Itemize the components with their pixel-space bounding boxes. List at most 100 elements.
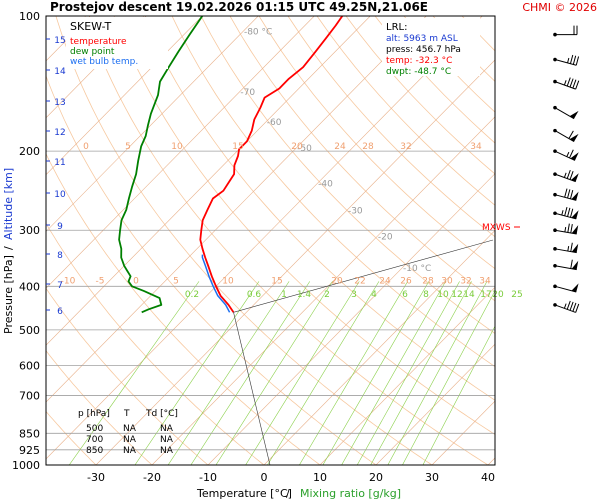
- wind-barb-flag: [570, 259, 573, 269]
- mixing-ratio-label: 0.6: [247, 290, 262, 300]
- dry-adiabat-label: 30: [441, 276, 453, 286]
- temperature-tick-label: 30: [425, 471, 439, 484]
- isotherm-label: -60: [267, 118, 282, 128]
- dry-adiabat-label: 0: [83, 142, 89, 152]
- dry-adiabat-line: [316, 16, 495, 206]
- x-axis-title-mixing: Mixing ratio [g/kg]: [300, 487, 401, 500]
- dry-adiabat-line: [229, 16, 495, 302]
- mxws-label: MXWS: [482, 223, 511, 233]
- pressure-tick-label: 600: [19, 359, 40, 372]
- lrl-altitude: alt: 5963 m ASL: [386, 34, 458, 44]
- isotherm-line: [151, 116, 495, 465]
- wind-barb-flag: [572, 302, 577, 312]
- level-table-row-700-td: NA: [160, 435, 174, 445]
- isotherm-label: -40: [318, 180, 333, 190]
- mixing-ratio-line: [387, 281, 488, 465]
- wind-barb-staff: [554, 285, 577, 293]
- pressure-tick-label: 400: [19, 280, 40, 293]
- altitude-tick-label: 11: [54, 158, 65, 168]
- wind-barb-flag: [569, 208, 574, 218]
- wind-barb: [553, 149, 579, 161]
- wind-barb-staff: [554, 194, 577, 201]
- mixing-ratio-label: 6: [402, 290, 408, 300]
- isotherm-line: [375, 343, 495, 465]
- wind-barb-half-flag: [567, 57, 570, 64]
- wind-barb-flag: [569, 149, 574, 159]
- dry-adiabat-label: 26: [400, 276, 412, 286]
- dry-adiabat-label: 5: [125, 142, 131, 152]
- wind-barb-pennant: [571, 243, 579, 253]
- level-table: p [hPa] T Td [°C] 500 NA NA 700 NA NA 85…: [78, 409, 178, 456]
- mixing-ratio-label: 1: [281, 290, 287, 300]
- mixing-ratio-label: 3: [351, 290, 357, 300]
- mixing-ratio-line: [245, 281, 360, 465]
- wind-barb-pennant: [571, 260, 579, 270]
- dry-adiabat-label: -5: [96, 276, 105, 286]
- lrl-temperature: temp: -32.3 °C: [386, 56, 452, 66]
- mixing-ratio-label: 8: [423, 290, 429, 300]
- temperature-tick-label: -30: [87, 471, 105, 484]
- temperature-tick-label: 40: [481, 471, 495, 484]
- mixing-ratio-label: 20: [492, 290, 504, 300]
- wind-barb-pennant: [571, 225, 579, 235]
- legend-wet-bulb: wet bulb temp.: [70, 57, 138, 67]
- dry-adiabat-label: 34: [470, 142, 482, 152]
- wind-barbs: [553, 25, 580, 313]
- mixing-ratio-label: 14: [463, 290, 475, 300]
- level-table-row-850-p: 850: [86, 446, 103, 456]
- wind-barb-flag: [570, 224, 573, 234]
- wind-barb-station: [553, 172, 557, 176]
- wind-barb-half-flag: [561, 210, 564, 216]
- mixing-ratio-line: [167, 281, 290, 465]
- dry-adiabat-label: 15: [271, 276, 282, 286]
- mixing-ratio-line: [267, 281, 380, 465]
- mixing-ratio-label: 10: [437, 290, 449, 300]
- temperature-tick-label: -20: [143, 471, 161, 484]
- dry-adiabat-label: 22: [354, 276, 365, 286]
- lrl-dewpoint: dwpt: -48.7 °C: [386, 67, 451, 77]
- wind-barb-flag: [569, 78, 574, 88]
- level-table-header-t: T: [123, 409, 130, 419]
- altitude-tick-label: 6: [57, 307, 63, 317]
- wind-barb-flag: [569, 301, 574, 311]
- wind-barb-flag: [569, 189, 574, 199]
- isobars: [46, 16, 495, 465]
- wind-barb: [553, 169, 579, 183]
- series-temperature-line: [199, 16, 344, 313]
- mixing-ratio-line: [190, 281, 311, 465]
- wind-barb-staff: [554, 81, 576, 90]
- wind-barb: [553, 105, 579, 120]
- series-dew-point-line: [118, 16, 204, 314]
- mixing-ratio-line: [68, 281, 200, 465]
- mixing-ratio-line: [370, 281, 472, 465]
- level-table-row-700-t: NA: [123, 435, 137, 445]
- isotherm-line: [46, 16, 203, 176]
- wind-barb-pennant: [569, 133, 579, 142]
- wind-barb-station: [553, 192, 557, 197]
- wind-barb-half-flag: [563, 172, 567, 178]
- mixing-ratio-label: 12: [451, 290, 462, 300]
- altitude-tick-label: 9: [57, 222, 63, 232]
- level-table-row-700-p: 700: [86, 435, 103, 445]
- y-axis-title: Pressure [hPa]: [2, 255, 15, 334]
- pressure-tick-label: 100: [19, 10, 40, 23]
- plot-frame: [45, 15, 496, 466]
- wind-barb-staff: [554, 173, 576, 183]
- dry-adiabat-label: 32: [460, 276, 471, 286]
- altitude-tick-label: 12: [54, 128, 65, 138]
- wind-barb-station: [553, 247, 557, 251]
- isotherm-label: -80 °C: [244, 28, 272, 38]
- altitude-tick-label: 7: [57, 281, 63, 291]
- pressure-tick-label: 300: [19, 224, 40, 237]
- wind-barb-flag: [566, 300, 571, 310]
- wind-barb-flag: [575, 80, 580, 90]
- wind-barb: [553, 259, 579, 271]
- dry-adiabat-line: [171, 16, 495, 368]
- dry-adiabat-line: [258, 16, 495, 270]
- level-table-row-850-t: NA: [123, 446, 137, 456]
- mixing-ratio-label: 25: [511, 290, 522, 300]
- dry-adiabat-label: 24: [334, 142, 346, 152]
- dry-adiabat-label: 20: [291, 142, 303, 152]
- dry-adiabat-line: [200, 16, 495, 335]
